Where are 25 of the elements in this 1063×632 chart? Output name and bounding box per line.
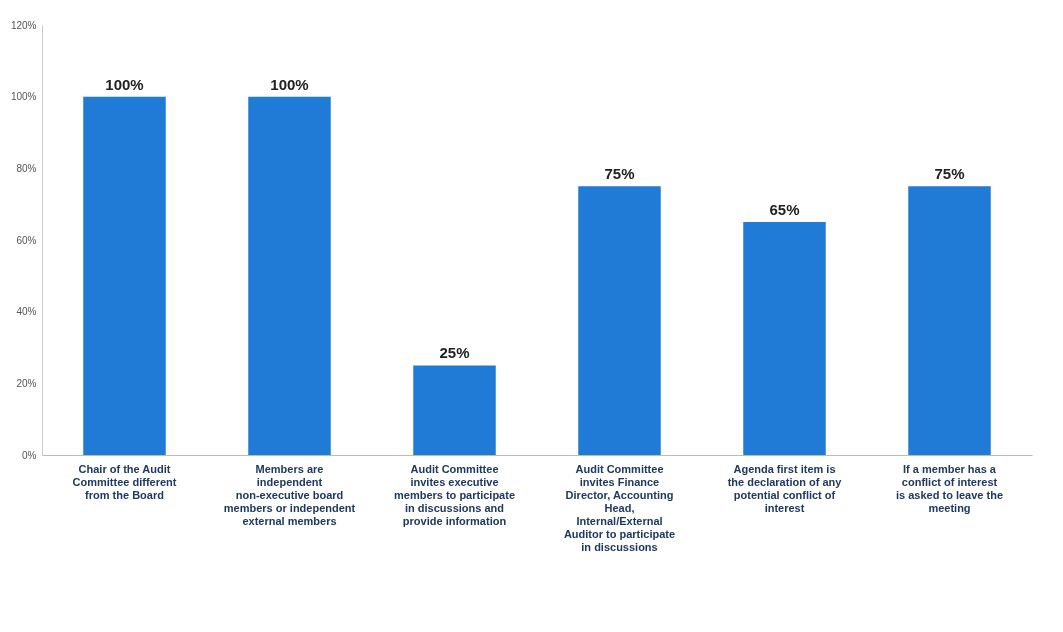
data-label: 100% [105,75,144,93]
data-label: 100% [270,75,309,93]
y-tick-label: 60% [16,234,37,246]
x-tick-label: Agenda first item is the declaration of any potential conflict of interest [727,462,843,514]
y-tick-label: 100% [10,91,37,103]
data-label: 25% [439,344,470,362]
y-tick-label: 40% [16,306,37,318]
y-tick-label: 120% [10,19,37,31]
bar [248,96,331,455]
data-label: 65% [769,201,800,219]
x-tick-label: Audit Committee invites executive members to participate in discussions and provide information [393,462,516,527]
bar [413,365,496,455]
x-tick-label: Audit Committee invites Finance Director, Accounting Head, Internal/External Auditor to participate in discussions [563,462,676,553]
y-tick-label: 20% [16,377,37,389]
bar [743,222,826,455]
x-tick-label: Members are independent non-executive board members or independent external members [223,462,356,527]
bar [83,96,166,455]
bar [908,186,991,455]
y-tick-label: 0% [22,449,37,461]
bar [578,186,661,455]
x-tick-label: If a member has a conflict of interest is asked to leave the meeting [896,462,1003,514]
y-tick-label: 80% [16,162,37,174]
data-label: 75% [934,165,965,183]
data-label: 75% [604,165,635,183]
x-tick-label: Chair of the Audit Committee different from the Board [72,462,177,501]
